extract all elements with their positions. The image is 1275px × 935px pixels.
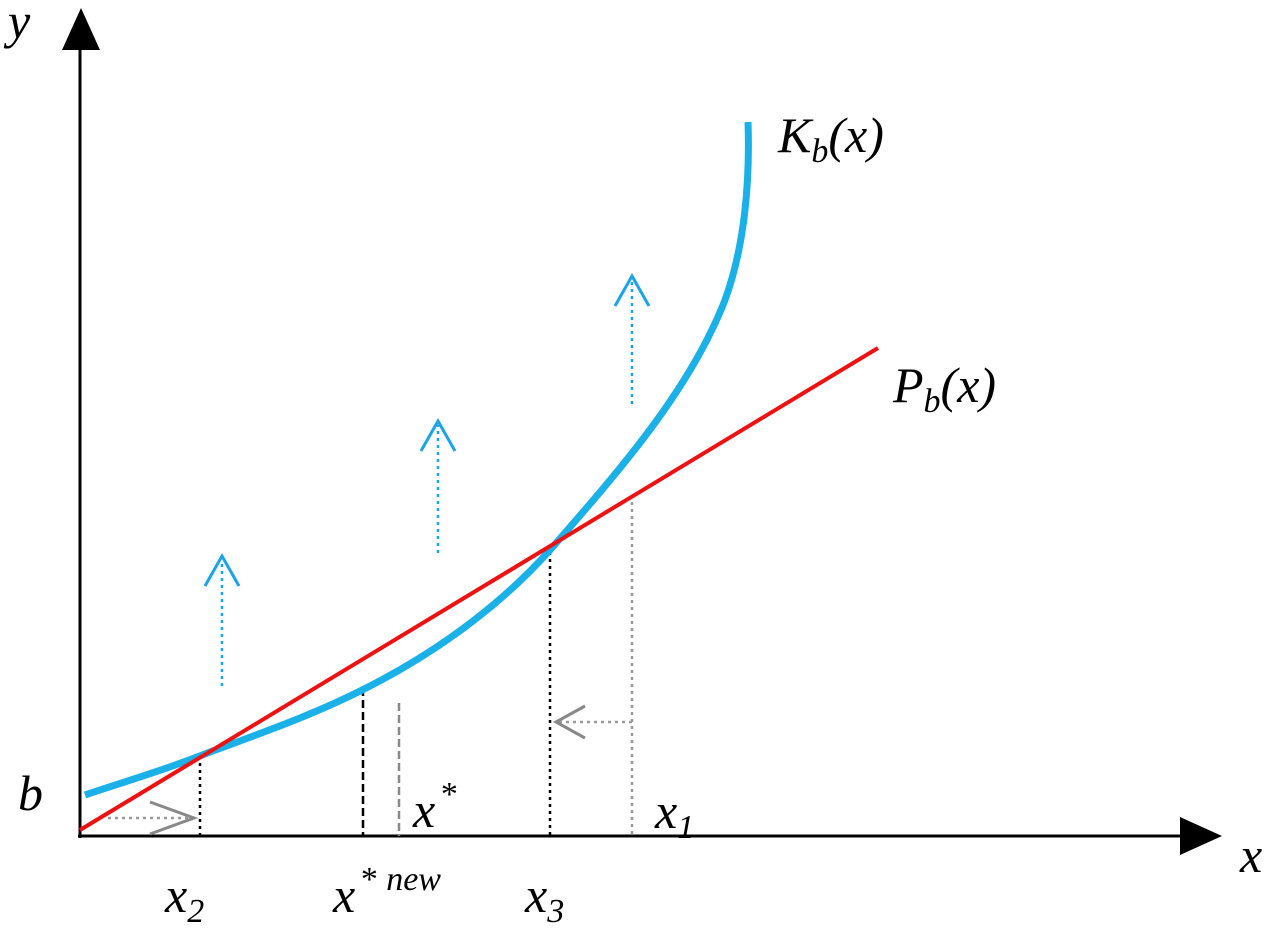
up-arrow-head — [613, 272, 651, 307]
label-sub: 2 — [187, 893, 204, 930]
line-p-label: Pb(x) — [892, 357, 996, 420]
x-star-new-label: x * new — [332, 861, 441, 923]
label-rest: (x) — [941, 357, 997, 413]
x-star-label: x * — [412, 776, 456, 838]
label-sub: 3 — [546, 893, 564, 930]
label-sub: b — [924, 383, 941, 420]
up-arrow-head — [203, 552, 241, 587]
label-main: x — [332, 867, 355, 923]
x3-label: x3 — [524, 867, 564, 930]
shift-arrow-head — [552, 704, 586, 740]
x-arrow — [1180, 817, 1222, 855]
label-sub: 1 — [677, 809, 694, 846]
x1-label: x1 — [654, 783, 694, 846]
b-label: b — [18, 765, 43, 821]
label-sub: b — [811, 133, 828, 170]
y-arrow — [62, 8, 100, 50]
label-sup: * — [359, 861, 376, 898]
x2-label: x2 — [164, 867, 204, 930]
label-main: x — [164, 867, 187, 923]
label-main: x — [524, 867, 547, 923]
label-main: x — [654, 783, 677, 839]
label-main: K — [777, 107, 814, 163]
label-sup: * — [439, 776, 456, 813]
x-axis-label: x — [1239, 827, 1262, 883]
line-p — [78, 346, 880, 832]
up-arrow-head — [419, 417, 457, 452]
curve-k — [83, 121, 752, 799]
label-sup: new — [386, 861, 441, 898]
y-axis-label: y — [3, 0, 31, 49]
curve-k-label: Kb(x) — [777, 107, 884, 170]
shift-arrow-head — [149, 800, 199, 836]
label-main: P — [892, 357, 924, 413]
label-main: x — [412, 782, 435, 838]
label-rest: (x) — [828, 107, 884, 163]
